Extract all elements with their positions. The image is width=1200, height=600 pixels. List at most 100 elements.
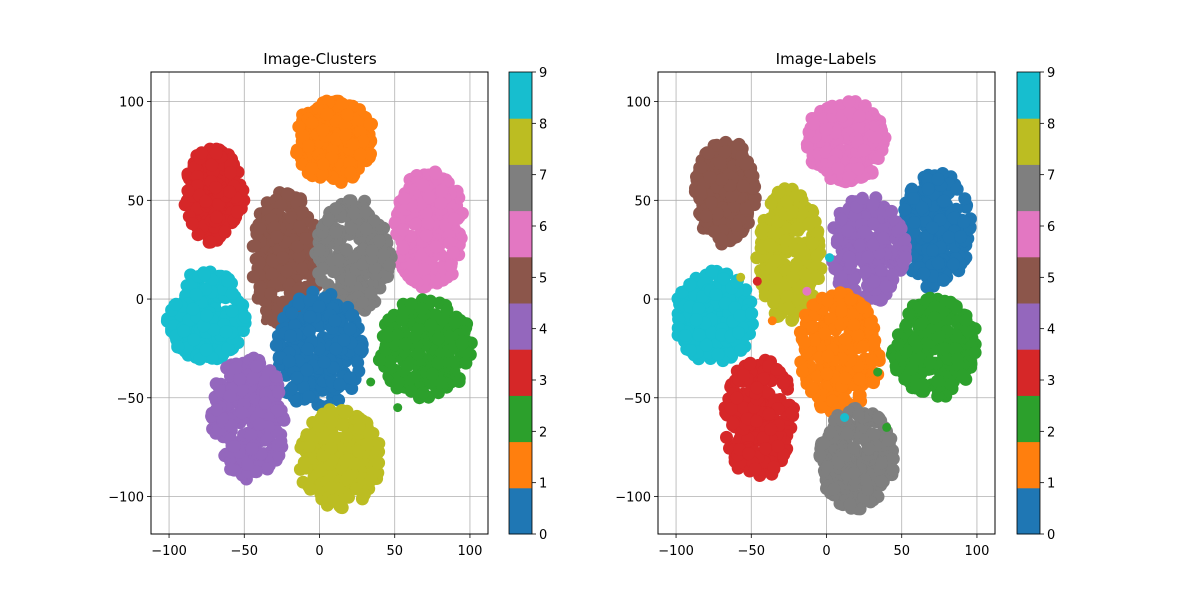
colorbar-segment xyxy=(509,72,532,119)
scatter-point xyxy=(446,246,460,259)
scatter-point xyxy=(270,230,284,244)
scatter-point xyxy=(821,349,835,363)
scatter-point xyxy=(968,346,982,360)
scatter-point xyxy=(416,178,430,192)
colorbar-tick-label: 1 xyxy=(539,477,547,492)
scatter-point xyxy=(218,225,232,239)
chart-title: Image-Clusters xyxy=(263,50,377,68)
scatter-point xyxy=(344,222,358,236)
scatter-point xyxy=(683,344,697,357)
scatter-point xyxy=(431,356,445,370)
scatter-point xyxy=(325,481,339,495)
scatter-point xyxy=(745,307,759,320)
scatter-point xyxy=(281,187,294,201)
scatter-point xyxy=(954,230,968,244)
scatter-point xyxy=(241,457,254,471)
scatter-point xyxy=(422,191,436,205)
scatter-point xyxy=(871,152,885,165)
scatter-point xyxy=(763,238,776,252)
scatter-point xyxy=(365,244,379,258)
colorbar-segment xyxy=(509,210,532,258)
scatter-point xyxy=(444,259,458,273)
scatter-point xyxy=(937,194,951,208)
scatter-point xyxy=(209,146,223,160)
scatter-point xyxy=(364,473,378,487)
scatter-point xyxy=(914,317,928,331)
scatter-point xyxy=(739,202,753,216)
scatter-point xyxy=(958,192,972,206)
scatter-point xyxy=(409,217,423,231)
scatter-point xyxy=(781,301,795,315)
scatter-point xyxy=(209,403,223,417)
scatter-point xyxy=(321,213,335,227)
scatter-point xyxy=(937,342,951,356)
scatter-point xyxy=(834,212,848,226)
scatter-point xyxy=(185,217,199,231)
scatter-point xyxy=(265,267,279,281)
scatter-point xyxy=(732,137,746,151)
scatter-point xyxy=(683,278,697,292)
scatter-point xyxy=(841,224,855,238)
scatter-point xyxy=(396,241,410,255)
scatter-point xyxy=(417,262,431,276)
scatter-point xyxy=(338,406,352,419)
scatter-point xyxy=(957,215,971,229)
scatter-point xyxy=(353,148,367,162)
scatter-point xyxy=(838,332,852,346)
scatter-point xyxy=(297,455,311,469)
scatter-point xyxy=(950,352,964,366)
scatter-point xyxy=(336,418,350,432)
scatter-point xyxy=(285,306,299,320)
scatter-point xyxy=(258,396,272,410)
scatter-panel-labels: Image-Labels −100 −50 0 50 100−100−50050100 … xyxy=(615,50,1055,559)
scatter-point xyxy=(842,250,856,264)
scatter-point xyxy=(886,268,899,281)
scatter-point xyxy=(299,232,313,245)
scatter-point xyxy=(717,272,730,286)
scatter-point xyxy=(869,131,883,145)
colorbar-segment xyxy=(509,441,532,489)
scatter-point xyxy=(295,157,309,171)
x-tick-label: −50 xyxy=(231,544,258,559)
scatter-point xyxy=(227,440,241,453)
scatter-point xyxy=(346,137,360,151)
scatter-point xyxy=(713,156,727,170)
scatter-point xyxy=(357,488,371,501)
scatter-point xyxy=(291,240,304,254)
scatter-point xyxy=(923,356,937,370)
scatter-point xyxy=(411,347,425,361)
scatter-panel-clusters: Image-Clusters −100 −50 0 50 100−100−5005010… xyxy=(108,50,547,559)
scatter-point xyxy=(404,297,418,311)
scatter-point xyxy=(732,326,745,340)
scatter-point xyxy=(733,309,747,323)
scatter-point xyxy=(416,386,430,400)
scatter-point xyxy=(876,231,890,245)
scatter-point xyxy=(264,287,278,301)
scatter-point xyxy=(926,244,939,257)
outlier-point xyxy=(393,403,403,413)
colorbar-tick-label: 9 xyxy=(539,66,547,81)
colorbar-tick-label: 7 xyxy=(539,169,547,184)
scatter-point xyxy=(421,216,435,230)
scatter-point xyxy=(867,338,881,352)
scatter-point xyxy=(842,170,856,184)
scatter-point xyxy=(768,254,782,268)
scatter-point xyxy=(831,161,845,175)
scatter-point xyxy=(806,237,819,251)
scatter-point xyxy=(313,243,327,257)
y-tick-label: 50 xyxy=(127,194,144,209)
scatter-point xyxy=(455,337,469,351)
scatter-point xyxy=(917,267,931,280)
scatter-point xyxy=(857,225,871,239)
scatter-point xyxy=(191,228,205,242)
scatter-point xyxy=(937,273,951,287)
scatter-point xyxy=(959,313,973,327)
scatter-point xyxy=(363,427,377,441)
scatter-point xyxy=(356,134,370,148)
scatter-point xyxy=(864,317,877,331)
scatter-point xyxy=(253,285,267,299)
scatter-point xyxy=(907,216,921,229)
scatter-point xyxy=(209,181,222,195)
scatter-point xyxy=(199,343,213,357)
scatter-point xyxy=(429,240,443,254)
